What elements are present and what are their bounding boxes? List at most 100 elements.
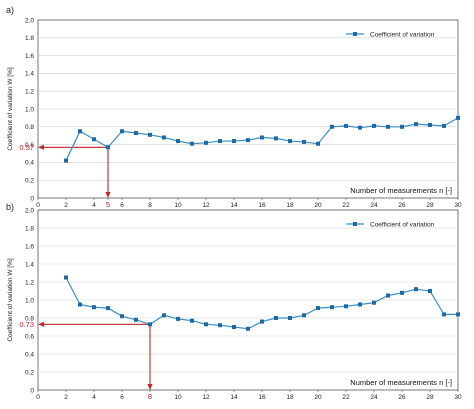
data-point [204,140,208,145]
x-tick-label: 26 [398,394,406,401]
legend: Coefficient of variation [346,31,435,38]
data-point [148,322,152,327]
data-point [330,305,334,310]
y-tick-label: 0.8 [25,315,34,322]
y-tick-label: 1.2 [25,279,34,286]
y-tick-label: 1.6 [25,53,34,60]
data-point [232,139,236,144]
x-tick-label: 14 [230,202,238,209]
annotation-arrowhead-left [38,321,44,327]
y-tick-label: 0.4 [25,351,34,358]
data-point [78,129,82,134]
data-point [358,302,362,307]
y-tick-label: 0 [30,387,34,394]
data-point [400,290,404,295]
data-point [274,316,278,320]
data-point [120,129,124,134]
x-tick-label: 10 [174,202,182,209]
y-tick-label: 1.2 [25,89,34,96]
annotation-arrowhead-down [147,384,153,390]
y-tick-label: 2.0 [25,207,34,214]
x-tick-label: 12 [202,202,210,209]
x-tick-label: 0 [36,394,40,401]
data-point [162,313,166,318]
x-tick-label: 18 [286,202,294,209]
data-point [246,138,250,143]
data-point [428,123,432,128]
data-point [330,124,334,129]
data-point [442,123,446,128]
panel-label: a) [6,5,14,15]
x-tick-label: 4 [92,394,96,401]
y-tick-label: 1.6 [25,243,34,250]
data-point [358,125,362,130]
data-point [302,139,306,144]
data-point [134,317,138,322]
x-axis-label: Number of measurements n [-] [350,186,452,195]
data-point [64,275,68,280]
x-tick-label: 4 [92,202,96,209]
data-point [302,313,306,318]
data-point [232,325,236,329]
data-point [218,323,222,328]
data-point [162,135,166,140]
y-axis-label: Coefficient of variation W [%] [7,67,14,151]
data-point [456,115,460,120]
data-point [120,314,124,319]
chart-panel-a: 00.20.40.60.81.01.21.41.61.82.00 2 4 5 6 8 10 1… [6,5,462,209]
data-point [442,312,446,317]
data-point [344,304,348,309]
legend-label: Coefficient of variation [370,31,435,38]
legend-marker [353,32,357,36]
data-point [316,306,320,311]
legend-label: Coefficient of variation [370,221,435,228]
x-tick-label: 16 [258,202,266,209]
y-tick-label: 0.2 [25,178,34,185]
y-tick-label: 2.0 [25,17,34,24]
x-tick-label: 18 [286,394,294,401]
x-tick-label: 6 [120,202,124,209]
data-point [372,123,376,128]
data-point [190,318,194,323]
x-tick-label: 16 [258,394,266,401]
y-tick-label: 1.0 [25,106,34,113]
annotation-arrowhead-down [105,192,111,198]
x-tick-label: 24 [370,202,378,209]
data-point [260,135,264,140]
data-point [78,302,82,307]
y-tick-label: 1.4 [25,261,34,268]
panel-label: b) [6,202,14,212]
data-point [176,139,180,144]
x-tick-label: 22 [342,202,350,209]
y-annotation-label: 0.73 [19,320,34,329]
x-tick-label: 6 [120,394,124,401]
data-point [288,316,292,320]
x-tick-label: 28 [426,394,434,401]
x-tick-label: 30 [454,202,462,209]
data-point [386,293,390,298]
legend-marker [353,222,357,226]
data-point [260,319,264,324]
legend: Coefficient of variation [346,221,435,228]
data-point [176,316,180,321]
y-tick-label: 1.4 [25,71,34,78]
x-tick-label: 22 [342,394,350,401]
data-point [246,326,250,331]
data-point [274,136,278,141]
x-tick-label: 28 [426,202,434,209]
data-point [64,158,68,163]
x-tick-label: 20 [314,394,322,401]
x-tick-label: 24 [370,394,378,401]
data-point [456,312,460,317]
data-point [134,131,138,136]
x-tick-label: 14 [230,394,238,401]
x-axis-label: Number of measurements n [-] [350,378,452,387]
x-tick-label: 10 [174,394,182,401]
x-tick-label: 2 [64,202,68,209]
data-point [288,139,292,144]
x-tick-label: 2 [64,394,68,401]
data-point [428,289,432,293]
y-axis-label: Coefficient of variation W [%] [7,258,14,342]
x-tick-label: 0 [36,202,40,209]
